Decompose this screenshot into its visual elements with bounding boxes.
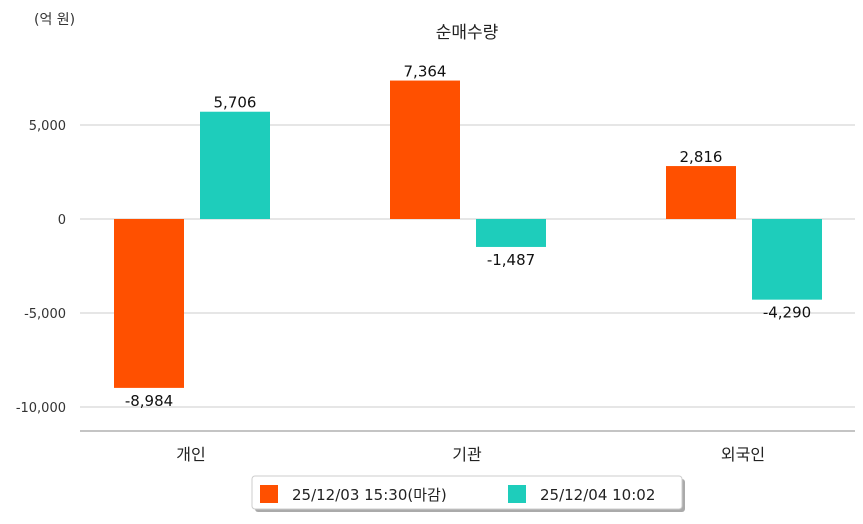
bar (476, 219, 546, 247)
data-label: 5,706 (214, 94, 257, 112)
bar (752, 219, 822, 300)
y-tick-label: -5,000 (24, 307, 66, 322)
legend-swatch (260, 485, 278, 503)
legend-label: 25/12/03 15:30(마감) (292, 486, 447, 504)
data-label: 2,816 (680, 148, 723, 166)
unit-label: (억 원) (34, 12, 75, 28)
x-tick-label: 외국인 (721, 445, 765, 464)
legend-item[interactable]: 25/12/04 10:02 (508, 485, 655, 504)
bar (200, 111, 270, 219)
y-tick-label: 5,000 (29, 119, 66, 134)
bar (114, 219, 184, 388)
data-label: 7,364 (404, 63, 447, 81)
legend-item[interactable]: 25/12/03 15:30(마감) (260, 485, 447, 504)
legend: 25/12/03 15:30(마감) 25/12/04 10:02 (251, 475, 685, 512)
chart-title: 순매수량 (436, 23, 499, 43)
bar (666, 166, 736, 219)
y-tick-label: 0 (58, 213, 66, 228)
data-label: -1,487 (487, 251, 535, 269)
data-label: -8,984 (125, 392, 173, 410)
y-tick-label: -10,000 (16, 401, 66, 416)
legend-swatch (508, 485, 526, 503)
bar (390, 80, 460, 220)
legend-label: 25/12/04 10:02 (540, 486, 655, 504)
x-tick-label: 개인 (176, 445, 205, 464)
data-label: -4,290 (763, 304, 811, 322)
x-tick-label: 기관 (452, 445, 482, 464)
